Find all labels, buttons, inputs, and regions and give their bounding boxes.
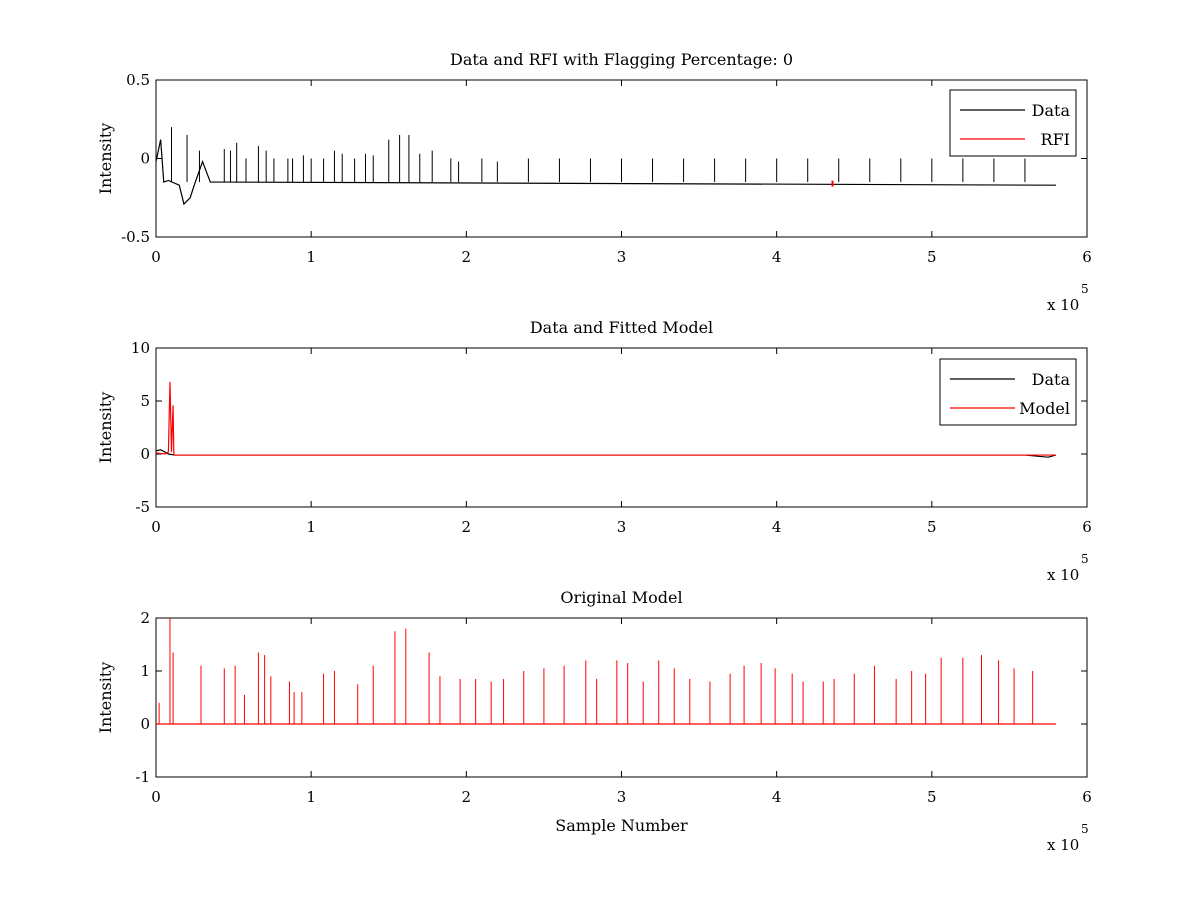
y-axis-label: Intensity bbox=[96, 123, 115, 195]
y-axis-label: Intensity bbox=[96, 392, 115, 464]
y-tick-label: 2 bbox=[140, 609, 150, 627]
x-axis-label: Sample Number bbox=[555, 816, 688, 835]
axes-box bbox=[155, 617, 1088, 778]
x-tick-label: 5 bbox=[927, 788, 937, 806]
legend-label: RFI bbox=[1041, 130, 1070, 149]
x-exponent: 5 bbox=[1081, 822, 1089, 836]
chart-title: Data and RFI with Flagging Percentage: 0 bbox=[450, 50, 793, 69]
x-tick-label: 4 bbox=[772, 788, 782, 806]
x-tick-label: 1 bbox=[306, 518, 316, 536]
y-tick-label: 0 bbox=[140, 445, 150, 463]
x-exponent-label: x 10 bbox=[1047, 836, 1079, 854]
x-tick-label: 0 bbox=[151, 248, 161, 266]
y-tick-label: 1 bbox=[140, 662, 150, 680]
x-tick-label: 4 bbox=[772, 248, 782, 266]
legend-box bbox=[939, 358, 1077, 426]
legend: Data Model bbox=[939, 358, 1077, 426]
x-tick-label: 2 bbox=[462, 518, 472, 536]
y-tick-label: 5 bbox=[140, 392, 150, 410]
x-tick-label: 6 bbox=[1082, 788, 1092, 806]
y-axis-label: Intensity bbox=[96, 662, 115, 734]
x-tick-label: 3 bbox=[617, 248, 627, 266]
x-tick-label: 0 bbox=[151, 788, 161, 806]
x-tick-label: 0 bbox=[151, 518, 161, 536]
y-tick-label: 10 bbox=[131, 339, 150, 357]
x-tick-label: 5 bbox=[927, 248, 937, 266]
x-tick-label: 3 bbox=[617, 788, 627, 806]
chart-title: Original Model bbox=[560, 588, 682, 607]
x-tick-label: 6 bbox=[1082, 248, 1092, 266]
legend: Data RFI bbox=[949, 89, 1077, 157]
legend-label: Model bbox=[1019, 399, 1070, 418]
legend-label: Data bbox=[1032, 101, 1071, 120]
x-tick-label: 5 bbox=[927, 518, 937, 536]
x-tick-label: 1 bbox=[306, 788, 316, 806]
y-tick-label: -1 bbox=[135, 768, 150, 786]
x-tick-label: 6 bbox=[1082, 518, 1092, 536]
legend-box bbox=[949, 89, 1077, 157]
axes-box bbox=[155, 347, 1088, 508]
x-tick-label: 4 bbox=[772, 518, 782, 536]
x-exponent: 5 bbox=[1081, 282, 1089, 296]
y-tick-label: -5 bbox=[135, 498, 150, 516]
x-exponent: 5 bbox=[1081, 552, 1089, 566]
x-exponent-label: x 10 bbox=[1047, 296, 1079, 314]
series-data-line bbox=[155, 139, 1056, 206]
y-tick-label: 0 bbox=[140, 150, 150, 168]
panel-1: Data and RFI with Flagging Percentage: 0… bbox=[96, 50, 1092, 314]
x-tick-label: 1 bbox=[306, 248, 316, 266]
y-tick-label: -0.5 bbox=[121, 228, 150, 246]
y-tick-label: 0.5 bbox=[126, 71, 150, 89]
x-tick-label: 3 bbox=[617, 518, 627, 536]
y-tick-label: 0 bbox=[140, 715, 150, 733]
legend-label: Data bbox=[1032, 370, 1071, 389]
x-tick-label: 2 bbox=[462, 248, 472, 266]
x-tick-label: 2 bbox=[462, 788, 472, 806]
series-model-line bbox=[155, 381, 1056, 456]
x-exponent-label: x 10 bbox=[1047, 566, 1079, 584]
chart-title: Data and Fitted Model bbox=[530, 318, 713, 337]
